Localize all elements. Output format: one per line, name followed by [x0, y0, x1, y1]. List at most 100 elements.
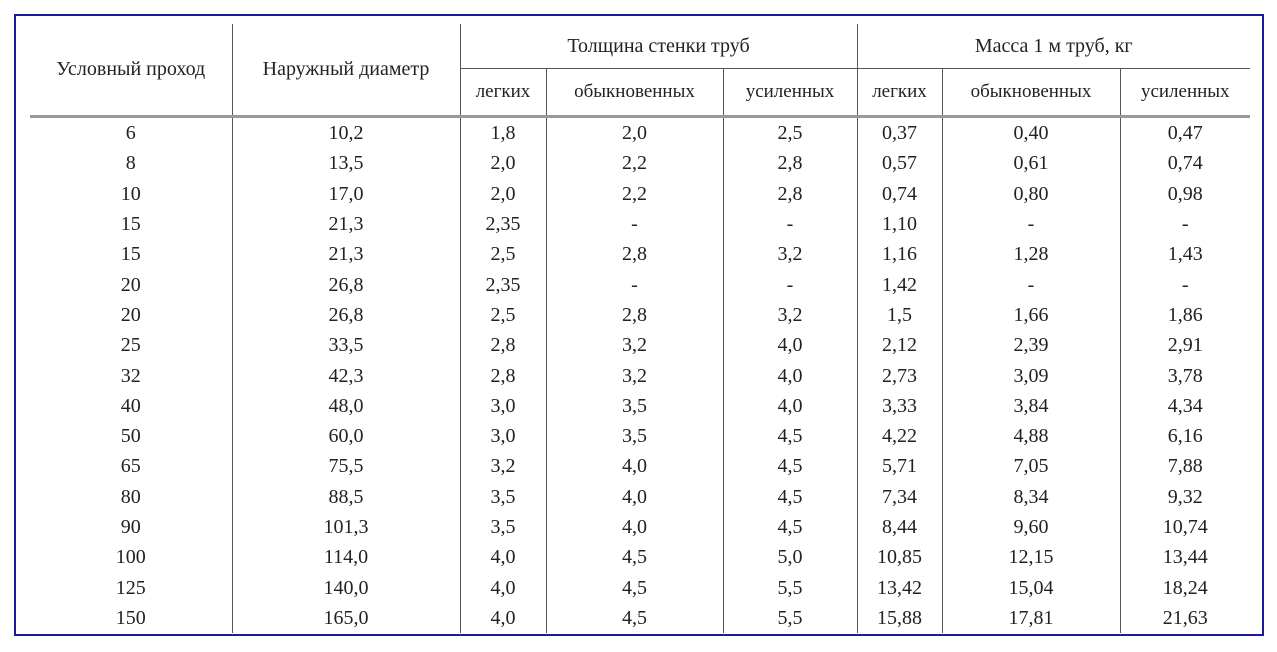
table-cell: 4,0 — [545, 451, 723, 482]
table-cell: 2,35 — [459, 269, 546, 300]
table-cell: 7,05 — [941, 451, 1120, 482]
table-cell: 13,5 — [231, 148, 460, 179]
table-cell: 4,0 — [459, 542, 546, 573]
table-cell: 1,16 — [856, 239, 942, 270]
table-cell: 1,42 — [856, 269, 942, 300]
table-cell: 3,0 — [459, 420, 546, 452]
table-cell: 4,34 — [1119, 390, 1250, 421]
table-cell: 9,32 — [1119, 481, 1250, 512]
table-row: 40 48,0 3,0 3,5 4,0 3,33 3,84 4,34 — [30, 390, 1250, 421]
table-cell: 0,74 — [856, 178, 942, 209]
table-cell: 7,34 — [856, 481, 942, 512]
table-cell: - — [722, 269, 857, 300]
header-cell: Толщина стенки труб — [459, 24, 857, 69]
table-cell: 2,8 — [722, 148, 857, 179]
table-cell: 3,78 — [1119, 360, 1250, 391]
table-cell: - — [1119, 208, 1250, 240]
table-cell: 0,57 — [856, 148, 942, 179]
table-cell: 2,0 — [459, 148, 546, 179]
table-cell: 26,8 — [231, 299, 460, 331]
table-row: 15 21,3 2,5 2,8 3,2 1,16 1,28 1,43 — [30, 239, 1250, 270]
table-cell: 6 — [125, 122, 136, 145]
table-frame: Условный проход Наружный диаметр Толщина… — [14, 14, 1264, 636]
table-cell: 26,8 — [231, 269, 460, 300]
table-cell: 2,5 — [459, 239, 546, 270]
table-cell: 13,42 — [856, 572, 942, 603]
table-row: 15 21,3 2,35- -1,10- - — [30, 208, 1250, 240]
table-cell: 13,44 — [1119, 542, 1250, 573]
table-cell: 40 — [120, 394, 141, 417]
header-cell: усиленных — [722, 68, 857, 118]
table-cell: 1,66 — [941, 299, 1120, 331]
table-cell: 0,61 — [941, 148, 1120, 179]
table-cell: 2,8 — [459, 330, 546, 361]
table-cell: 4,0 — [722, 360, 857, 391]
pipe-table: Условный проход Наружный диаметр Толщина… — [30, 24, 1250, 634]
table-row: 150 165,0 4,0 4,5 5,5 15,88 17,81 21,63 — [30, 602, 1250, 634]
table-cell: 0,40 — [941, 116, 1120, 149]
table-cell: 3,2 — [459, 451, 546, 482]
table-cell: 4,5 — [545, 572, 723, 603]
table-row: 20 26,8 2,5 2,8 3,2 1,5 1,66 1,86 — [30, 299, 1250, 331]
table-cell: 3,2 — [545, 360, 723, 391]
header-cell: легких — [856, 68, 942, 118]
table-cell: 2,0 — [459, 178, 546, 209]
table-row: 32 42,3 2,8 3,2 4,0 2,73 3,09 3,78 — [30, 360, 1250, 391]
table-cell: 90 — [120, 516, 141, 538]
table-cell: 2,91 — [1119, 330, 1250, 361]
table-row: 80 88,5 3,5 4,0 4,5 7,34 8,34 9,32 — [30, 481, 1250, 512]
header-cell: легких — [459, 68, 546, 118]
table-cell: 4,0 — [459, 602, 546, 634]
table-row: 25 33,5 2,8 3,2 4,0 2,12 2,39 2,91 — [30, 330, 1250, 361]
table-cell: 150 — [115, 606, 146, 629]
table-cell: 50 — [120, 425, 141, 448]
table-cell: 4,5 — [722, 481, 857, 512]
table-row: 125 140,0 4,0 4,5 5,5 13,42 15,04 18,24 — [30, 572, 1250, 603]
table-cell: 10 — [120, 182, 141, 205]
table-cell: 42,3 — [231, 360, 460, 391]
table-cell: 3,5 — [459, 511, 546, 543]
table-cell: 9,60 — [941, 511, 1120, 543]
table-cell: 4,0 — [722, 390, 857, 421]
table-cell: 2,73 — [856, 360, 942, 391]
table-cell: 2,39 — [941, 330, 1120, 361]
table-cell: 2,8 — [459, 360, 546, 391]
table-cell: 1,10 — [856, 208, 942, 240]
table-cell: 1,86 — [1119, 299, 1250, 331]
header-cell: Масса 1 м труб, кг — [856, 24, 1250, 69]
table-cell: 10,2 — [231, 116, 460, 149]
table-cell: 4,5 — [545, 542, 723, 573]
table-cell: 4,0 — [722, 330, 857, 361]
table-cell: 15,88 — [856, 602, 942, 634]
table-cell: 21,3 — [231, 239, 460, 270]
table-cell: 15 — [120, 213, 141, 236]
table-cell: 65 — [120, 455, 141, 478]
table-cell: 0,98 — [1119, 178, 1250, 209]
table-cell: 3,2 — [722, 299, 857, 331]
table-cell: - — [545, 269, 723, 300]
table-cell: 2,2 — [545, 148, 723, 179]
table-cell: 4,5 — [722, 420, 857, 452]
table-cell: 17,81 — [941, 602, 1120, 634]
table-body: 6 10,2 1,8 2,0 2,5 0,37 0,40 0,47 8 13,5 2,0 2,2 2,8… — [30, 116, 1250, 634]
table-cell: 10,74 — [1119, 511, 1250, 543]
table-cell: 2,5 — [459, 299, 546, 331]
table-cell: 75,5 — [231, 451, 460, 482]
table-row: 90 101,3 3,5 4,0 4,5 8,44 9,60 10,74 — [30, 511, 1250, 543]
table-cell: 12,15 — [941, 542, 1120, 573]
table-cell: 4,5 — [722, 451, 857, 482]
table-cell: 2,8 — [545, 299, 723, 331]
table-cell: 0,74 — [1119, 148, 1250, 179]
table-cell: 20 — [120, 303, 141, 326]
table-row: 10 17,0 2,0 2,2 2,8 0,74 0,80 0,98 — [30, 178, 1250, 209]
table-cell: 8,34 — [941, 481, 1120, 512]
table-cell: 2,0 — [545, 116, 723, 149]
header-cell: Условный проход — [30, 24, 232, 118]
table-cell: 100 — [115, 546, 146, 569]
table-cell: 5,0 — [722, 542, 857, 573]
table-cell: 2,2 — [545, 178, 723, 209]
table-cell: 15,04 — [941, 572, 1120, 603]
table-cell: 0,80 — [941, 178, 1120, 209]
table-cell: 3,2 — [722, 239, 857, 270]
